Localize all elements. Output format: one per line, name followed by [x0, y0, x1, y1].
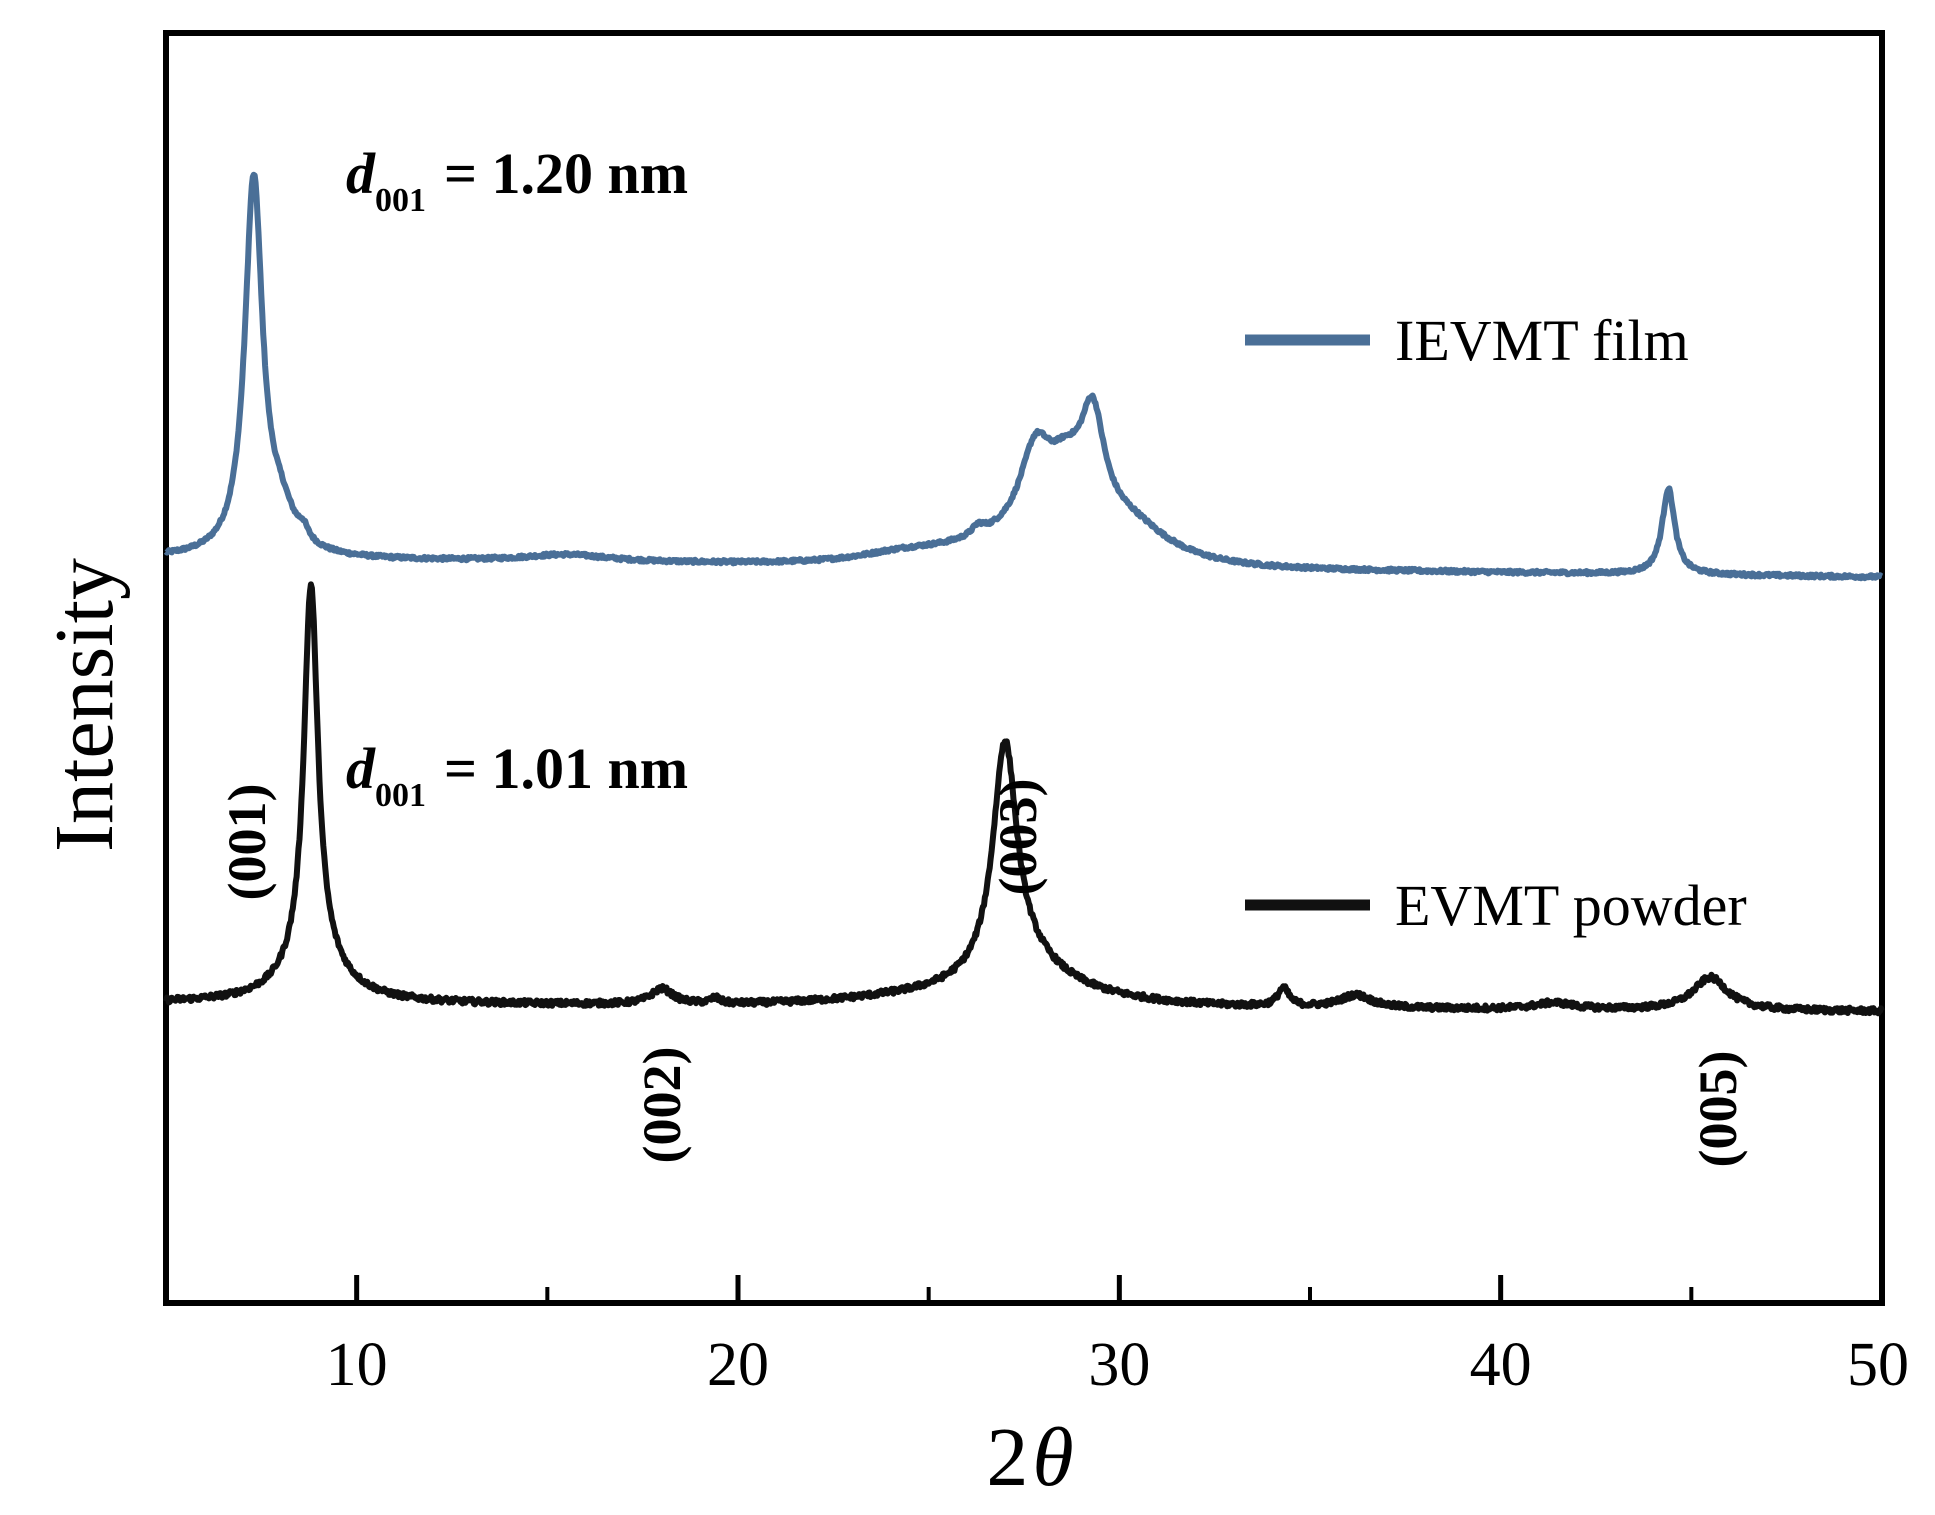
peak-label-003: (003): [988, 779, 1048, 896]
y-axis-label: Intensity: [38, 558, 131, 852]
peak-label-001: (001): [217, 784, 277, 901]
d-symbol: d: [346, 736, 376, 801]
peak-label-002: (002): [632, 1047, 692, 1164]
series-line-evmt-powder: [163, 581, 1885, 1017]
d-symbol: d: [346, 141, 376, 206]
series-line-ievmt-film: [163, 171, 1884, 582]
d-subscript: 001: [375, 777, 426, 814]
x-tick-labels: 10 20 30 40 50: [326, 1331, 1909, 1399]
x-axis-label-prefix: 2: [986, 1411, 1028, 1504]
x-tick-label: 50: [1847, 1331, 1909, 1399]
peak-labels: (001) (002) (003) (005): [217, 779, 1748, 1168]
powder-d-spacing-annotation: d001 = 1.01 nm: [346, 736, 688, 814]
plot-frame: [163, 30, 1885, 1306]
x-tick-label: 40: [1470, 1331, 1532, 1399]
x-tick-label: 30: [1088, 1331, 1150, 1399]
peak-label-005: (005): [1688, 1051, 1748, 1168]
x-axis-label: 2θ: [986, 1411, 1073, 1504]
x-tick-label: 20: [707, 1331, 769, 1399]
legend-label-ievmt-film: IEVMT film: [1395, 308, 1689, 373]
x-tick-label: 10: [326, 1331, 388, 1399]
legend: IEVMT film EVMT powder: [1245, 308, 1747, 938]
legend-label-evmt-powder: EVMT powder: [1395, 873, 1747, 938]
film-d-spacing-annotation: d001 = 1.20 nm: [346, 141, 688, 219]
x-axis-label-theta: θ: [1032, 1411, 1073, 1504]
d-subscript: 001: [375, 182, 426, 219]
d-value: = 1.01 nm: [444, 736, 688, 801]
x-axis-ticks: [354, 1275, 1885, 1303]
d-value: = 1.20 nm: [444, 141, 688, 206]
